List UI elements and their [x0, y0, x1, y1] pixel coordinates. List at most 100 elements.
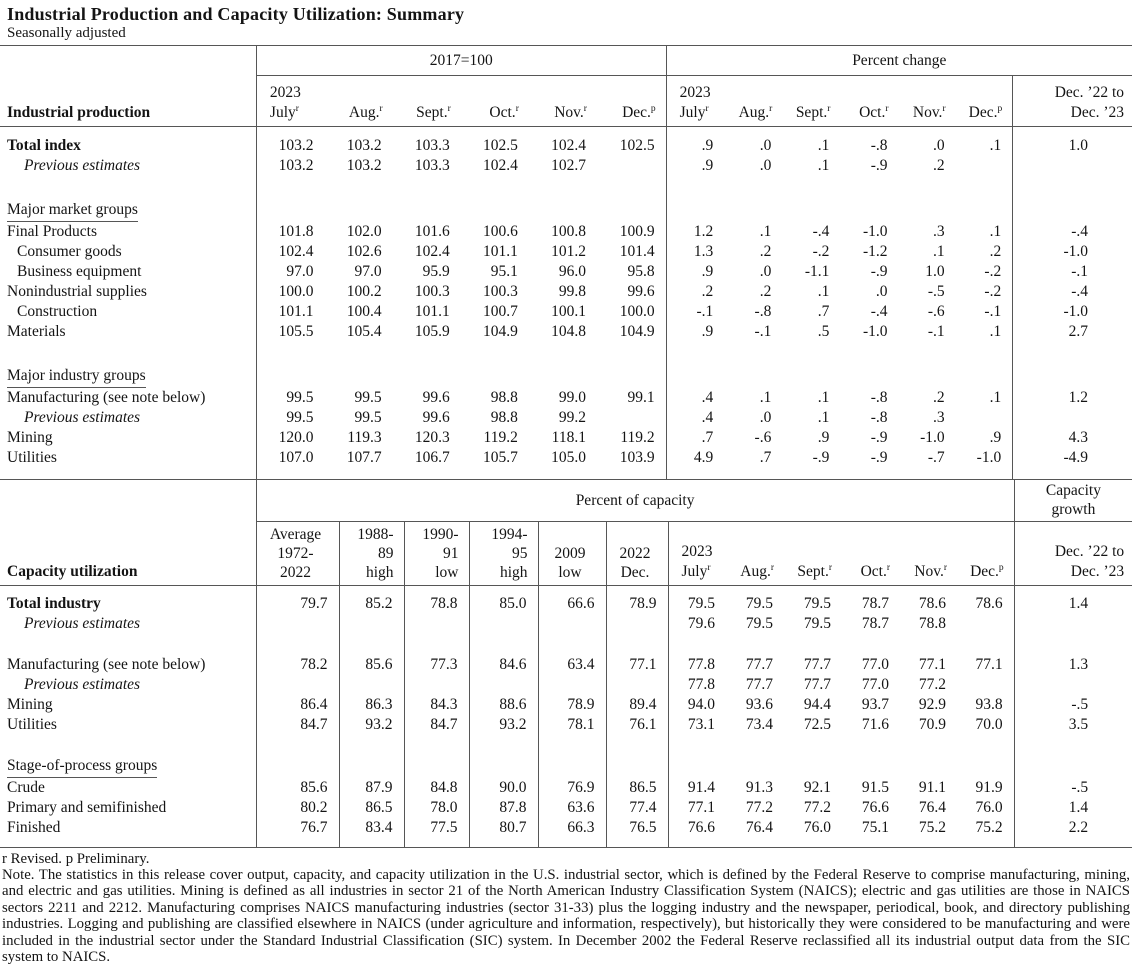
- month-col-header: Aug.r: [724, 76, 782, 127]
- value-cell: .1: [956, 322, 1013, 342]
- value-cell: 100.9: [597, 222, 666, 242]
- value-cell: -4.9: [1013, 448, 1132, 468]
- spacer-cell: [668, 634, 726, 655]
- value-cell: 78.8: [900, 614, 957, 634]
- value-cell: [597, 200, 666, 222]
- value-cell: 119.2: [461, 428, 529, 448]
- spacer-cell: [784, 838, 842, 847]
- spacer-cell: [0, 585, 256, 594]
- value-cell: 99.5: [325, 388, 393, 408]
- month-col-header: Dec.p: [957, 521, 1014, 585]
- value-cell: [1013, 156, 1132, 176]
- value-cell: 86.5: [606, 778, 668, 798]
- value-cell: 85.6: [339, 655, 404, 675]
- value-cell: [469, 756, 538, 778]
- value-cell: 103.3: [393, 136, 461, 156]
- value-cell: [1014, 756, 1132, 778]
- value-cell: .1: [724, 222, 782, 242]
- value-cell: 80.7: [469, 818, 538, 838]
- value-cell: .0: [724, 136, 782, 156]
- value-cell: 3.5: [1014, 715, 1132, 735]
- row-label: Utilities: [0, 448, 256, 468]
- month-col-header: Aug.r: [325, 76, 393, 127]
- value-cell: .4: [666, 408, 724, 428]
- spacer-cell: [1013, 468, 1132, 480]
- value-cell: [1013, 408, 1132, 428]
- index-group-header: 2017=100: [256, 46, 666, 76]
- value-cell: 99.6: [393, 408, 461, 428]
- value-cell: 99.1: [597, 388, 666, 408]
- value-cell: [597, 408, 666, 428]
- value-cell: 99.6: [597, 282, 666, 302]
- spacer-cell: [666, 176, 724, 200]
- value-cell: .9: [666, 262, 724, 282]
- page-title: Industrial Production and Capacity Utili…: [7, 4, 1132, 25]
- value-cell: 66.6: [538, 594, 606, 614]
- spacer-cell: [726, 838, 784, 847]
- spacer-cell: [597, 468, 666, 480]
- value-cell: -.1: [666, 302, 724, 322]
- value-cell: 94.4: [784, 695, 842, 715]
- value-cell: 77.1: [900, 655, 957, 675]
- value-cell: [668, 756, 726, 778]
- value-cell: 105.5: [256, 322, 324, 342]
- value-cell: [538, 675, 606, 695]
- value-cell: [1014, 675, 1132, 695]
- spacer-cell: [666, 468, 724, 480]
- spacer-cell: [469, 585, 538, 594]
- value-cell: 77.3: [404, 655, 469, 675]
- value-cell: -.9: [840, 428, 898, 448]
- value-cell: -.4: [1013, 222, 1132, 242]
- value-cell: -1.0: [840, 222, 898, 242]
- value-cell: [956, 366, 1013, 388]
- value-cell: 119.2: [597, 428, 666, 448]
- value-cell: .9: [666, 156, 724, 176]
- value-cell: .0: [724, 408, 782, 428]
- spacer-cell: [0, 838, 256, 847]
- t1-row-header: Industrial production: [0, 76, 256, 127]
- value-cell: 77.8: [668, 655, 726, 675]
- value-cell: .2: [724, 242, 782, 262]
- value-cell: 78.0: [404, 798, 469, 818]
- value-cell: 77.0: [842, 655, 900, 675]
- spacer-cell: [0, 127, 256, 136]
- value-cell: [256, 756, 339, 778]
- value-cell: 98.8: [461, 408, 529, 428]
- spacer-cell: [1013, 342, 1132, 366]
- value-cell: [597, 156, 666, 176]
- value-cell: 98.8: [461, 388, 529, 408]
- value-cell: .9: [956, 428, 1013, 448]
- value-cell: 77.5: [404, 818, 469, 838]
- value-cell: -.2: [956, 282, 1013, 302]
- spacer-cell: [597, 176, 666, 200]
- value-cell: 100.1: [529, 302, 597, 322]
- value-cell: 88.6: [469, 695, 538, 715]
- value-cell: -.1: [899, 322, 956, 342]
- spacer-cell: [900, 634, 957, 655]
- value-cell: [606, 756, 668, 778]
- value-cell: -.9: [840, 448, 898, 468]
- spacer-cell: [840, 342, 898, 366]
- value-cell: 76.4: [726, 818, 784, 838]
- t2-row-header: Capacity utilization: [0, 521, 256, 585]
- row-label: Construction: [0, 302, 256, 322]
- value-cell: .0: [724, 262, 782, 282]
- value-cell: 1.2: [666, 222, 724, 242]
- value-cell: 70.0: [957, 715, 1014, 735]
- spacer-cell: [0, 342, 256, 366]
- spacer-cell: [957, 585, 1014, 594]
- spacer-cell: [538, 634, 606, 655]
- value-cell: 105.7: [461, 448, 529, 468]
- value-cell: 4.9: [666, 448, 724, 468]
- industrial-production-table: 2017=100 Percent change Industrial produ…: [0, 45, 1132, 480]
- value-cell: -.8: [840, 408, 898, 428]
- value-cell: [469, 614, 538, 634]
- spacer-cell: [956, 127, 1013, 136]
- spacer-cell: [1013, 127, 1132, 136]
- value-cell: [339, 614, 404, 634]
- value-cell: 99.6: [393, 388, 461, 408]
- value-cell: 87.9: [339, 778, 404, 798]
